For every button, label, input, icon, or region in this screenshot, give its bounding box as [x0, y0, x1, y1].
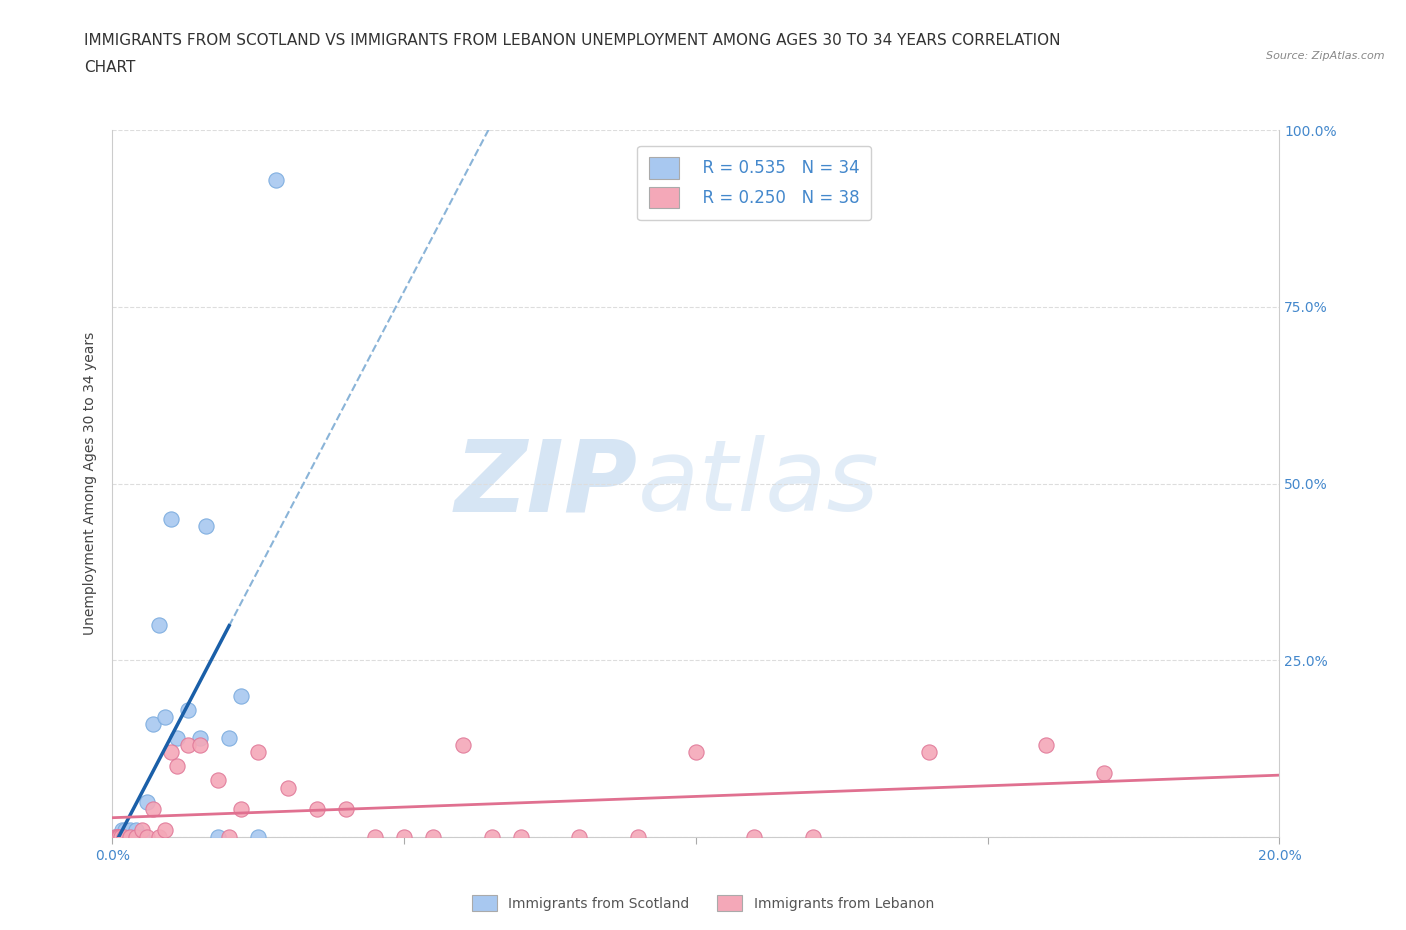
- Point: [142, 802, 165, 817]
- Point: [264, 172, 287, 187]
- Point: [918, 745, 941, 760]
- Point: [1092, 766, 1115, 781]
- Point: [276, 780, 298, 795]
- Point: [136, 794, 159, 809]
- Text: atlas: atlas: [638, 435, 879, 532]
- Point: [335, 802, 357, 817]
- Point: [626, 830, 648, 844]
- Point: [112, 830, 135, 844]
- Point: [110, 830, 132, 844]
- Point: [207, 773, 229, 788]
- Point: [122, 830, 145, 844]
- Point: [108, 830, 131, 844]
- Point: [107, 830, 129, 844]
- Point: [105, 830, 128, 844]
- Point: [104, 830, 127, 844]
- Point: [107, 830, 129, 844]
- Point: [115, 830, 138, 844]
- Y-axis label: Unemployment Among Ages 30 to 34 years: Unemployment Among Ages 30 to 34 years: [83, 332, 97, 635]
- Point: [247, 745, 270, 760]
- Point: [108, 830, 131, 844]
- Point: [451, 737, 474, 752]
- Point: [125, 822, 148, 837]
- Point: [305, 802, 328, 817]
- Point: [742, 830, 765, 844]
- Point: [392, 830, 416, 844]
- Legend: Immigrants from Scotland, Immigrants from Lebanon: Immigrants from Scotland, Immigrants fro…: [465, 888, 941, 919]
- Point: [685, 745, 707, 760]
- Point: [166, 731, 188, 746]
- Point: [148, 830, 170, 844]
- Point: [177, 702, 200, 717]
- Point: [1035, 737, 1057, 752]
- Point: [509, 830, 531, 844]
- Point: [153, 710, 176, 724]
- Point: [105, 830, 128, 844]
- Point: [148, 618, 170, 632]
- Point: [166, 759, 188, 774]
- Point: [207, 830, 229, 844]
- Point: [114, 822, 136, 837]
- Point: [188, 737, 211, 752]
- Point: [218, 830, 240, 844]
- Point: [111, 822, 134, 837]
- Text: CHART: CHART: [84, 60, 136, 75]
- Point: [481, 830, 503, 844]
- Point: [142, 716, 165, 731]
- Text: Source: ZipAtlas.com: Source: ZipAtlas.com: [1267, 51, 1385, 61]
- Point: [160, 745, 183, 760]
- Point: [188, 731, 211, 746]
- Text: ZIP: ZIP: [454, 435, 638, 532]
- Point: [107, 830, 129, 844]
- Point: [118, 830, 141, 844]
- Point: [110, 830, 132, 844]
- Point: [801, 830, 824, 844]
- Point: [422, 830, 444, 844]
- Point: [136, 830, 159, 844]
- Point: [177, 737, 200, 752]
- Point: [153, 822, 176, 837]
- Point: [247, 830, 270, 844]
- Point: [111, 830, 134, 844]
- Point: [118, 822, 141, 837]
- Point: [131, 830, 153, 844]
- Point: [160, 512, 183, 526]
- Point: [125, 830, 148, 844]
- Point: [131, 822, 153, 837]
- Point: [218, 731, 240, 746]
- Point: [118, 830, 141, 844]
- Point: [111, 830, 134, 844]
- Point: [229, 688, 252, 703]
- Point: [229, 802, 252, 817]
- Point: [568, 830, 591, 844]
- Point: [110, 830, 132, 844]
- Point: [112, 830, 135, 844]
- Point: [108, 830, 131, 844]
- Legend:   R = 0.535   N = 34,   R = 0.250   N = 38: R = 0.535 N = 34, R = 0.250 N = 38: [637, 146, 872, 220]
- Point: [194, 519, 217, 534]
- Point: [105, 830, 128, 844]
- Point: [364, 830, 387, 844]
- Text: IMMIGRANTS FROM SCOTLAND VS IMMIGRANTS FROM LEBANON UNEMPLOYMENT AMONG AGES 30 T: IMMIGRANTS FROM SCOTLAND VS IMMIGRANTS F…: [84, 33, 1062, 47]
- Point: [104, 830, 127, 844]
